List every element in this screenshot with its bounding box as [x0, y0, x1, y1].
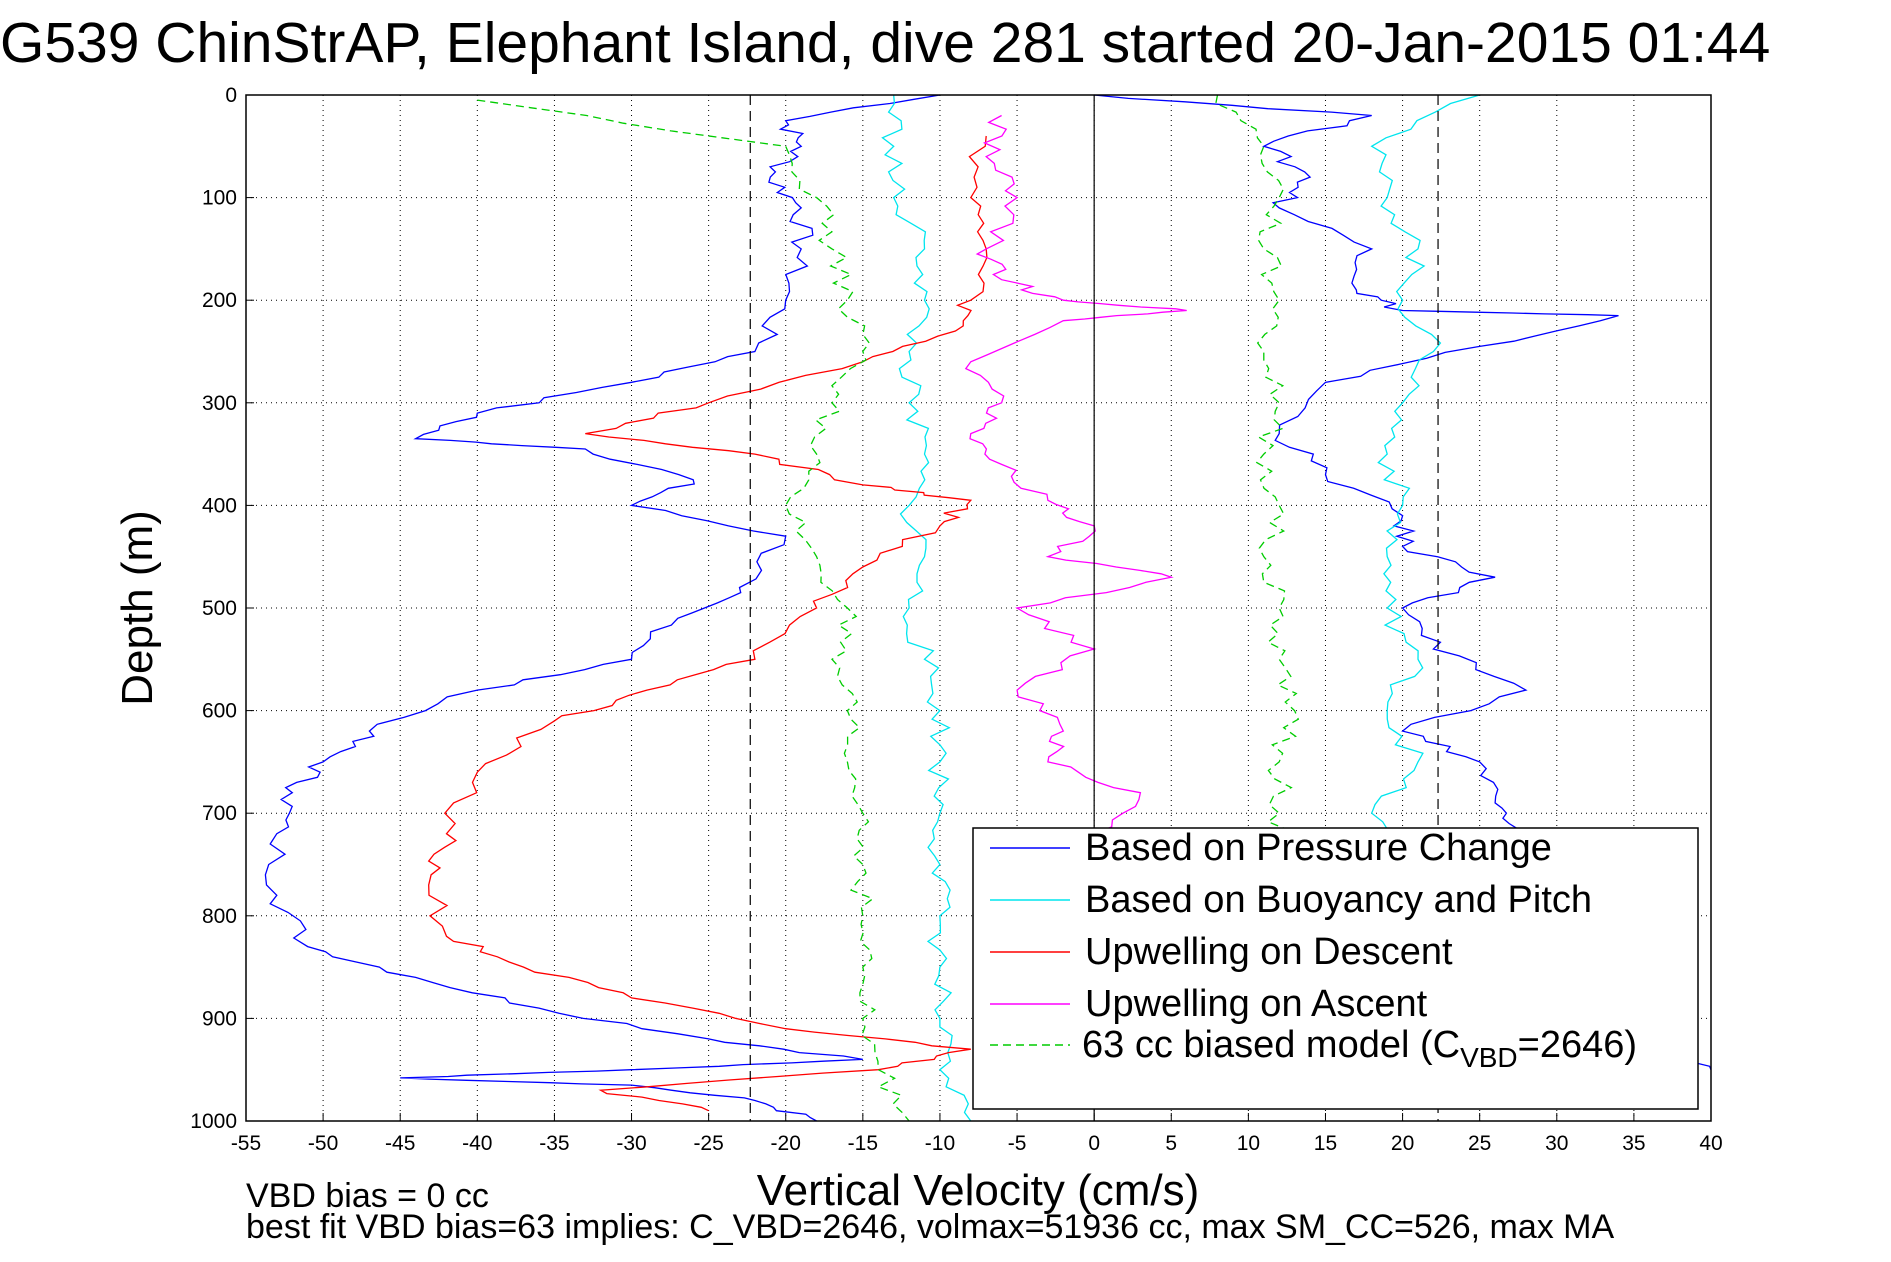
y-tick-label: 700	[202, 802, 237, 825]
x-tick-label: -45	[385, 1132, 415, 1155]
x-axis-label: Vertical Velocity (cm/s)	[757, 1166, 1200, 1215]
series-line	[964, 114, 1187, 835]
y-tick-label: 0	[225, 84, 237, 107]
x-tick-label: 0	[1088, 1132, 1100, 1155]
x-tick-label: -55	[231, 1132, 261, 1155]
y-tick-labels: 0 100 200 300 400 500 600 700 800 900 1000	[190, 84, 254, 1133]
x-tick-label: -25	[693, 1132, 723, 1155]
y-tick-label: 100	[202, 187, 237, 210]
vbd-bias-note: VBD bias = 0 cc	[246, 1177, 489, 1215]
legend-box	[972, 827, 1699, 1110]
x-tick-label: 30	[1545, 1132, 1568, 1155]
series-line	[1215, 94, 1300, 865]
best-fit-note: best fit VBD bias=63 implies: C_VBD=2646…	[246, 1208, 1615, 1246]
legend-label: Based on Pressure Change	[1085, 827, 1552, 869]
x-tick-label: 5	[1165, 1132, 1177, 1155]
y-tick-label: 500	[202, 597, 237, 620]
x-tick-label: -30	[616, 1132, 646, 1155]
y-tick-label: 400	[202, 494, 237, 517]
x-tick-label: 25	[1468, 1132, 1491, 1155]
legend-label: Based on Buoyancy and Pitch	[1085, 879, 1592, 921]
y-tick-label: 600	[202, 700, 237, 723]
y-tick-label: 200	[202, 289, 237, 312]
legend-label-subscript: VBD	[1460, 1042, 1518, 1073]
x-tick-label: 20	[1391, 1132, 1414, 1155]
x-tick-labels: -55 -50 -45 -40 -35 -30 -25 -20 -15 -10 -5 0 5 10 15 20…	[231, 1113, 1723, 1155]
x-tick-label: -15	[848, 1132, 878, 1155]
y-tick-label: 1000	[190, 1110, 237, 1133]
series-line	[477, 99, 910, 1122]
series-line	[881, 94, 972, 1122]
legend-label: Upwelling on Ascent	[1085, 983, 1428, 1025]
x-tick-label: -35	[539, 1132, 569, 1155]
series-line	[1094, 94, 1712, 1070]
x-tick-label: -10	[925, 1132, 955, 1155]
x-tick-label: -5	[1008, 1132, 1027, 1155]
y-axis-label: Depth (m)	[113, 510, 162, 706]
x-tick-label: -50	[308, 1132, 338, 1155]
x-tick-label: -40	[462, 1132, 492, 1155]
legend-label-tail: =2646)	[1518, 1024, 1637, 1066]
x-tick-label: 35	[1622, 1132, 1645, 1155]
x-tick-label: 40	[1699, 1132, 1722, 1155]
y-tick-label: 300	[202, 392, 237, 415]
y-tick-label: 900	[202, 1007, 237, 1030]
legend: Based on Pressure Change Based on Buoyanc…	[972, 827, 1699, 1110]
series-line	[264, 94, 941, 1122]
y-tick-label: 800	[202, 905, 237, 928]
legend-label: Upwelling on Descent	[1085, 931, 1453, 973]
legend-label: 63 cc biased model (CVBD=2646)	[1082, 1024, 1637, 1073]
chart-title: G539 ChinStrAP, Elephant Island, dive 28…	[0, 11, 1770, 75]
series-line	[427, 135, 988, 1112]
x-tick-label: 10	[1237, 1132, 1260, 1155]
chart-series	[264, 94, 1712, 1122]
x-tick-label: 15	[1314, 1132, 1337, 1155]
x-tick-label: -20	[771, 1132, 801, 1155]
